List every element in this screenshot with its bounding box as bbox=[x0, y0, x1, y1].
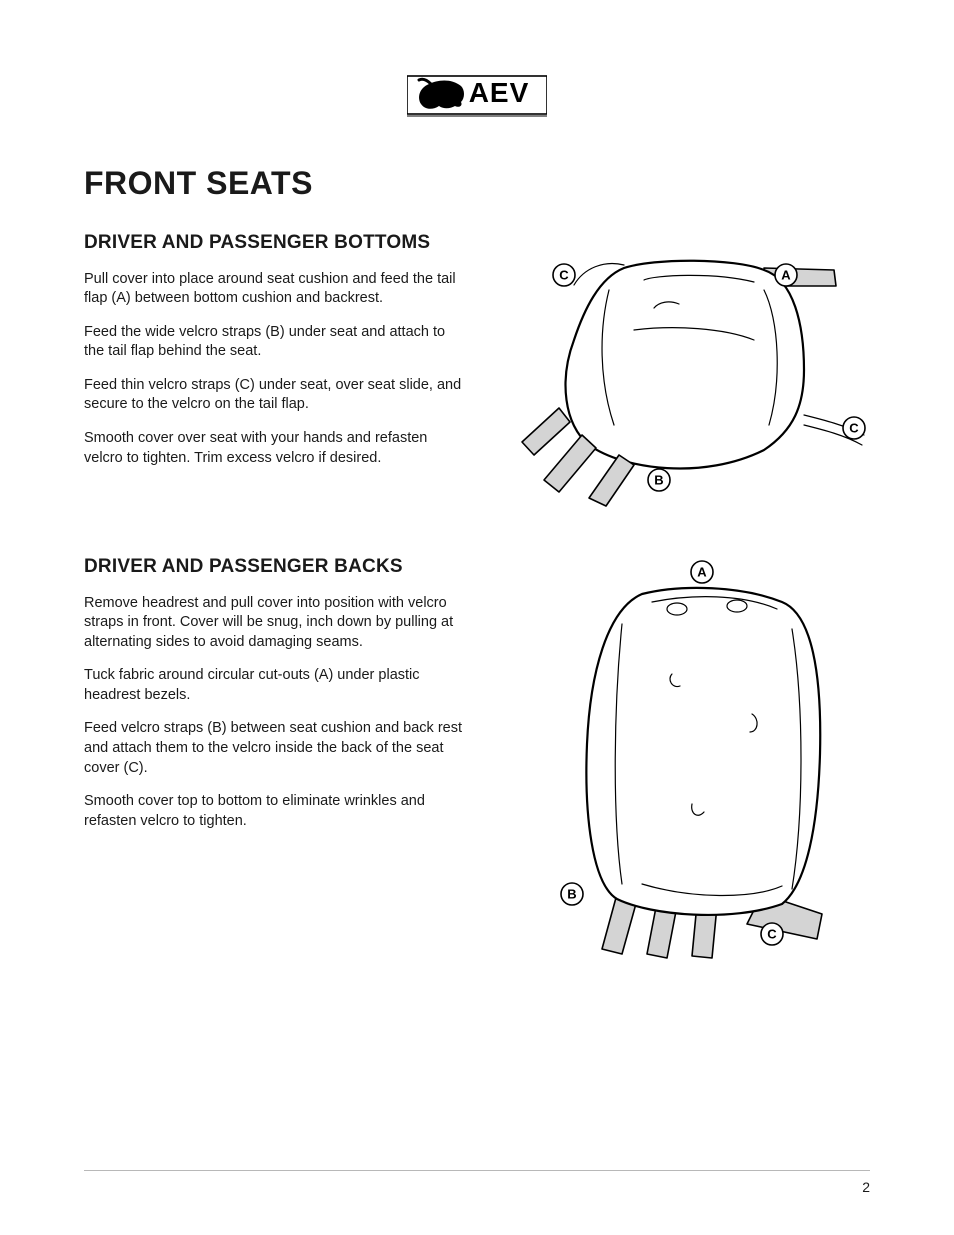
callout-a: A bbox=[775, 264, 797, 286]
section-bottoms: DRIVER AND PASSENGER BOTTOMS Pull cover … bbox=[84, 230, 870, 510]
paragraph: Tuck fabric around circular cut-outs (A)… bbox=[84, 666, 464, 705]
callout-c-1: C bbox=[553, 264, 575, 286]
section-backs-text: DRIVER AND PASSENGER BACKS Remove headre… bbox=[84, 554, 464, 845]
page-number: 2 bbox=[862, 1179, 870, 1195]
paragraph: Feed thin velcro straps (C) under seat, … bbox=[84, 376, 464, 415]
svg-text:B: B bbox=[654, 473, 663, 488]
callout-c: C bbox=[761, 923, 783, 945]
page-title: FRONT SEATS bbox=[84, 165, 870, 202]
paragraph: Smooth cover over seat with your hands a… bbox=[84, 429, 464, 468]
aev-logo: AEV bbox=[407, 70, 547, 120]
svg-text:AEV: AEV bbox=[469, 77, 530, 108]
svg-text:C: C bbox=[849, 421, 859, 436]
paragraph: Remove headrest and pull cover into posi… bbox=[84, 594, 464, 653]
callout-a: A bbox=[691, 561, 713, 583]
header-logo: AEV bbox=[84, 70, 870, 125]
svg-text:B: B bbox=[567, 887, 576, 902]
seat-back-diagram: A B C bbox=[522, 554, 852, 964]
section-backs-figure: A B C bbox=[504, 554, 870, 964]
svg-text:A: A bbox=[697, 565, 707, 580]
section-backs: DRIVER AND PASSENGER BACKS Remove headre… bbox=[84, 554, 870, 964]
callout-c-2: C bbox=[843, 417, 865, 439]
section-bottoms-figure: C A B C bbox=[504, 230, 884, 510]
section-backs-heading: DRIVER AND PASSENGER BACKS bbox=[84, 554, 464, 580]
section-bottoms-heading: DRIVER AND PASSENGER BOTTOMS bbox=[84, 230, 464, 256]
callout-b: B bbox=[561, 883, 583, 905]
svg-text:C: C bbox=[559, 268, 569, 283]
seat-bottom-diagram: C A B C bbox=[504, 230, 884, 510]
svg-text:C: C bbox=[767, 927, 777, 942]
section-bottoms-text: DRIVER AND PASSENGER BOTTOMS Pull cover … bbox=[84, 230, 464, 482]
svg-text:A: A bbox=[781, 268, 791, 283]
footer-rule bbox=[84, 1170, 870, 1171]
paragraph: Smooth cover top to bottom to eliminate … bbox=[84, 792, 464, 831]
callout-b: B bbox=[648, 469, 670, 491]
paragraph: Pull cover into place around seat cushio… bbox=[84, 270, 464, 309]
paragraph: Feed the wide velcro straps (B) under se… bbox=[84, 323, 464, 362]
paragraph: Feed velcro straps (B) between seat cush… bbox=[84, 719, 464, 778]
